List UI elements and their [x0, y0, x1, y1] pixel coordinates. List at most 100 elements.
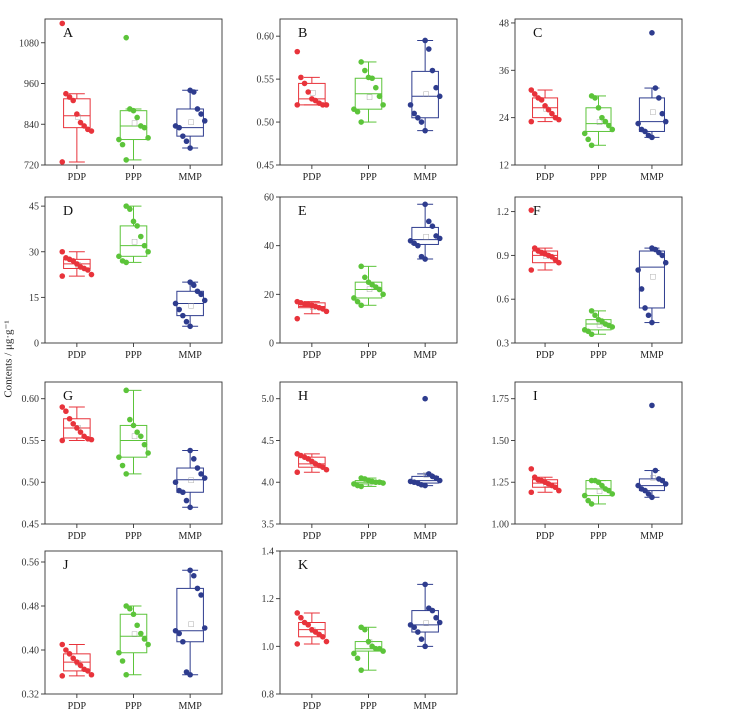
box-ppp: □ [351, 624, 386, 673]
data-point [298, 614, 304, 621]
data-point [373, 84, 379, 91]
data-point [422, 127, 428, 134]
data-point [528, 466, 535, 472]
data-point [180, 489, 186, 496]
data-point [422, 482, 428, 489]
data-point [123, 387, 129, 394]
y-tick-label: 840 [24, 120, 39, 131]
data-point [362, 626, 368, 633]
data-point [145, 248, 151, 255]
y-tick-label: 1.2 [262, 594, 275, 605]
y-tick-label: 4.5 [262, 436, 275, 447]
box-pdp: □ [528, 466, 562, 496]
panel-i: I 1.00 1.25 1.50 1.75 PDP PPP MMP □ □ □ [492, 381, 683, 542]
iqr-box [119, 225, 148, 257]
y-tick-label: 0.60 [257, 32, 275, 43]
data-point [645, 491, 652, 497]
data-point [642, 487, 648, 494]
data-point [538, 97, 545, 103]
y-tick-label: 0.45 [257, 161, 275, 172]
x-tick-label: MMP [640, 531, 664, 542]
data-point [141, 124, 148, 131]
data-point [649, 134, 655, 141]
data-point [294, 610, 301, 616]
data-point [642, 305, 648, 311]
y-tick-label: 1.50 [492, 436, 510, 447]
data-point [528, 207, 535, 213]
data-point [635, 267, 641, 273]
data-point [592, 312, 598, 319]
data-point [176, 124, 182, 131]
data-point [659, 252, 666, 259]
box-ppp: □ [116, 387, 151, 477]
x-tick-label: PPP [125, 172, 142, 183]
y-tick-label: 0.8 [262, 690, 275, 701]
box-ppp: □ [116, 603, 151, 678]
data-point [556, 116, 562, 123]
box-mmp: □ [635, 402, 669, 501]
mean-marker: □ [596, 118, 603, 126]
panel-e: E 0 20 40 60 PDP PPP MMP □ □ □ [264, 193, 458, 361]
data-point [588, 331, 595, 338]
x-tick-label: PDP [536, 350, 555, 361]
x-tick-label: PPP [125, 701, 142, 709]
panel-label: I [533, 389, 538, 404]
data-point [301, 80, 308, 87]
data-point [134, 114, 140, 121]
data-point [549, 110, 555, 117]
y-tick-label: 5.0 [262, 394, 275, 405]
data-point [429, 67, 436, 74]
data-point [145, 641, 151, 648]
box-pdp: □ [528, 207, 562, 273]
y-tick-label: 0 [269, 339, 274, 350]
data-point [116, 454, 122, 460]
panel-label: G [63, 389, 73, 404]
data-point [294, 48, 301, 55]
data-point [145, 135, 151, 141]
panel-a: A 720 840 960 1080 PDP PPP MMP □ □ □ [19, 18, 223, 183]
box-pdp: □ [528, 87, 562, 125]
data-point [127, 416, 133, 423]
data-point [662, 259, 669, 266]
data-point [198, 111, 204, 117]
y-tick-label: 1080 [19, 38, 39, 49]
x-tick-label: PDP [303, 531, 322, 542]
box-mmp: □ [407, 201, 443, 262]
y-tick-label: 0.3 [497, 339, 510, 350]
panel-k: K 0.8 1.0 1.2 1.4 PDP PPP MMP □ □ □ [262, 547, 458, 709]
mean-marker: □ [650, 272, 657, 280]
data-point [581, 130, 588, 137]
data-point [659, 477, 666, 484]
x-tick-label: PDP [68, 172, 87, 183]
data-point [59, 159, 66, 165]
data-point [74, 111, 80, 117]
box-mmp: □ [407, 37, 443, 134]
box-mmp: □ [407, 395, 443, 489]
data-point [599, 482, 605, 489]
panel-h: H 3.5 4.0 4.5 5.0 PDP PPP MMP □ □ □ [262, 381, 458, 542]
box-ppp: □ [581, 477, 616, 507]
x-tick-label: PDP [536, 172, 555, 183]
y-tick-label: 4.0 [262, 478, 275, 489]
y-tick-label: 1.75 [492, 394, 510, 405]
x-tick-label: PPP [360, 172, 377, 183]
data-point [294, 102, 301, 108]
panel-label: K [298, 558, 308, 573]
data-point [358, 119, 364, 125]
data-point [85, 267, 91, 273]
data-point [592, 95, 598, 101]
data-point [141, 636, 148, 642]
data-point [380, 648, 386, 654]
x-tick-label: MMP [178, 701, 202, 709]
mean-marker: □ [596, 487, 603, 495]
data-point [433, 614, 439, 621]
mean-marker: □ [188, 620, 195, 628]
iqr-box [63, 98, 91, 129]
data-point [422, 37, 428, 44]
box-mmp: □ [172, 567, 208, 678]
panel-d: D 0 15 30 45 PDP PPP MMP □ □ □ [29, 196, 223, 361]
data-point [190, 572, 197, 579]
data-point [74, 425, 80, 431]
data-point [411, 110, 417, 117]
data-point [198, 471, 204, 477]
